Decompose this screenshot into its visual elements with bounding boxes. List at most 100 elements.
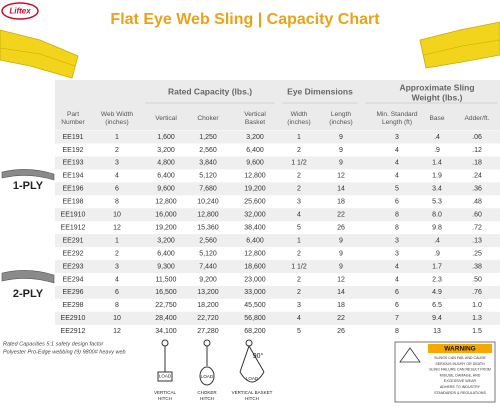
cell: 2 — [115, 250, 119, 257]
cell: 5 — [395, 186, 399, 193]
cell: 3 — [115, 263, 119, 270]
cell: 10 — [113, 212, 121, 219]
cell: 15,360 — [197, 224, 219, 231]
warning-text: STANDARDS & REGULATIONS — [434, 391, 486, 395]
cell: 16,000 — [155, 212, 177, 219]
cell: 9,600 — [246, 160, 264, 167]
cell: 2 — [297, 289, 301, 296]
sling-left — [0, 29, 79, 79]
cell: 2 — [115, 147, 119, 154]
cell: 4 — [395, 147, 399, 154]
cell: 9.8 — [432, 224, 442, 231]
row-shade — [55, 130, 500, 144]
cell: EE291 — [62, 237, 83, 244]
cell: 9.4 — [432, 315, 442, 322]
cell: 68,200 — [244, 328, 266, 335]
column-header: Web Width — [101, 111, 133, 118]
cell: EE196 — [62, 186, 83, 193]
cell: 4.9 — [432, 289, 442, 296]
cell: 4 — [395, 173, 399, 180]
warning-title: WARNING — [444, 345, 475, 352]
cell: 10 — [113, 315, 121, 322]
cell: .60 — [472, 212, 482, 219]
cell: 1.4 — [432, 160, 442, 167]
cell: 9,600 — [157, 186, 175, 193]
cell: 12 — [337, 276, 345, 283]
cell: 6,400 — [246, 147, 264, 154]
hitch-label: CHOKER — [197, 390, 217, 395]
cell: 19,200 — [155, 224, 177, 231]
row-shade — [55, 285, 500, 299]
cell: 9,300 — [157, 263, 175, 270]
cell: 9 — [339, 263, 343, 270]
row-shade — [55, 208, 500, 222]
cell: 6 — [395, 199, 399, 206]
hitch-label: HITCH — [158, 396, 172, 401]
hitch-label: HITCH — [245, 396, 259, 401]
column-header: (inches) — [329, 119, 352, 126]
group-header: Eye Dimensions — [287, 86, 353, 96]
column-header: Choker — [197, 115, 219, 122]
cell: 1 1/2 — [291, 160, 307, 167]
cell: 1,250 — [199, 134, 217, 141]
cell: EE191 — [62, 134, 83, 141]
column-header: Width — [291, 111, 308, 118]
cell: 38,400 — [244, 224, 266, 231]
cell: 6 — [115, 289, 119, 296]
cell: 9 — [339, 160, 343, 167]
cell: 2 — [297, 173, 301, 180]
cell: 13 — [433, 328, 441, 335]
note: Polyester Pro-Edge webbing (9) 9800# hea… — [3, 349, 126, 355]
ply-label: 2-PLY — [13, 288, 44, 300]
cell: 6.5 — [432, 302, 442, 309]
column-header: (inches) — [287, 119, 310, 126]
cell: 25,600 — [244, 199, 266, 206]
cell: 9 — [339, 147, 343, 154]
cell: 1.9 — [432, 173, 442, 180]
cell: .13 — [472, 237, 482, 244]
cell: 3 — [395, 237, 399, 244]
cell: 3,200 — [157, 147, 175, 154]
cell: 7,680 — [199, 186, 217, 193]
cell: EE198 — [62, 199, 83, 206]
cell: 14 — [337, 186, 345, 193]
load-label: LOAD — [246, 376, 259, 381]
cell: 4 — [115, 276, 119, 283]
cell: 8 — [395, 224, 399, 231]
cell: 8.0 — [432, 212, 442, 219]
warning-banner — [428, 344, 492, 353]
cell: 5 — [297, 224, 301, 231]
cell: 3 — [297, 199, 301, 206]
cell: 1,600 — [157, 134, 175, 141]
column-header: Adder/ft. — [465, 115, 490, 122]
cell: 23,000 — [244, 276, 266, 283]
cell: .25 — [472, 250, 482, 257]
cell: EE194 — [62, 173, 83, 180]
column-header: Number — [61, 119, 85, 126]
cell: 4 — [395, 160, 399, 167]
cell: .06 — [472, 134, 482, 141]
cell: .50 — [472, 276, 482, 283]
column-header: Length (ft) — [382, 119, 412, 126]
ply-1-image — [1, 169, 55, 181]
cell: 9 — [339, 250, 343, 257]
cell: .4 — [434, 237, 440, 244]
cell: .76 — [472, 289, 482, 296]
cell: EE293 — [62, 263, 83, 270]
column-header: Vertical — [244, 111, 266, 118]
cell: 1.5 — [472, 328, 482, 335]
warning-text: ADHERE TO INDUSTRY — [440, 385, 481, 389]
column-header: Min. Standard — [376, 111, 417, 118]
cell: 1 1/2 — [291, 263, 307, 270]
cell: 4 — [115, 173, 119, 180]
warning-text: SLINGS CAN FAIL AND CAUSE — [434, 356, 486, 360]
cell: 26 — [337, 224, 345, 231]
cell: 1.0 — [472, 302, 482, 309]
cell: 18,200 — [197, 302, 219, 309]
cell: 12 — [113, 328, 121, 335]
cell: 5,120 — [199, 173, 217, 180]
cell: 3,200 — [246, 134, 264, 141]
row-shade — [55, 260, 500, 273]
cell: 2 — [297, 186, 301, 193]
